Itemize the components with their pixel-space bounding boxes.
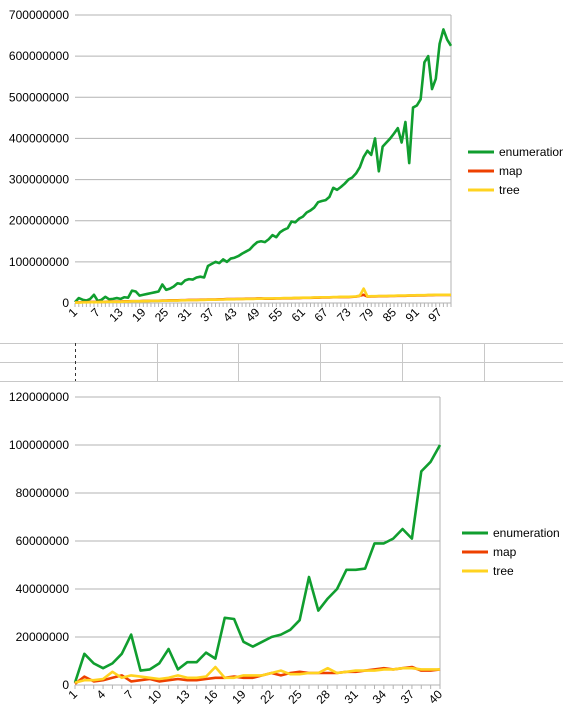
y-tick-label: 120000000 <box>9 390 69 404</box>
y-tick-label: 80000000 <box>16 486 70 500</box>
y-tick-label: 40000000 <box>16 582 70 596</box>
x-tick-label: 91 <box>403 305 423 325</box>
x-tick-label: 37 <box>198 305 218 325</box>
x-tick-label: 73 <box>334 305 354 325</box>
sheet-grid <box>0 343 563 382</box>
legend-label: map <box>493 545 517 559</box>
chart: 0 20000000 40000000 60000000 80000000 1000000… <box>9 390 560 707</box>
x-tick-label: 28 <box>313 687 333 707</box>
series-line <box>75 287 451 304</box>
legend-label: tree <box>499 183 520 197</box>
series-line <box>74 665 440 684</box>
y-tick-label: 700000000 <box>9 8 69 22</box>
x-tick-label: 61 <box>289 305 309 325</box>
y-tick-label: 600000000 <box>9 49 69 63</box>
series-line <box>73 444 442 684</box>
x-tick-label: 79 <box>357 305 377 325</box>
x-tick-label: 85 <box>380 305 400 325</box>
x-tick-label: 43 <box>220 305 240 325</box>
x-tick-label: 4 <box>94 687 109 702</box>
x-tick-label: 37 <box>398 687 418 707</box>
y-tick-label: 400000000 <box>9 131 69 145</box>
x-tick-label: 40 <box>426 687 446 707</box>
y-tick-label: 500000000 <box>9 90 69 104</box>
x-tick-label: 25 <box>152 305 172 325</box>
y-tick-label: 200000000 <box>9 214 69 228</box>
x-tick-label: 1 <box>65 305 80 320</box>
x-tick-label: 7 <box>122 687 137 702</box>
y-tick-label: 100000000 <box>9 438 69 452</box>
legend-label: map <box>499 164 523 178</box>
legend-label: enumeration <box>493 526 560 540</box>
series-line <box>74 28 453 304</box>
x-tick-label: 31 <box>175 305 195 325</box>
y-tick-label: 60000000 <box>16 534 70 548</box>
x-tick-label: 25 <box>285 687 305 707</box>
x-tick-label: 1 <box>65 687 80 702</box>
x-tick-label: 67 <box>311 305 331 325</box>
x-tick-label: 16 <box>201 687 221 707</box>
x-tick-label: 10 <box>145 687 165 707</box>
chart: 0 100000000 200000000 300000000 400000000 500… <box>9 8 563 325</box>
y-tick-label: 300000000 <box>9 173 69 187</box>
x-tick-label: 19 <box>229 687 249 707</box>
legend-label: tree <box>493 564 514 578</box>
x-tick-label: 13 <box>173 687 193 707</box>
x-tick-label: 7 <box>88 305 103 320</box>
x-tick-label: 22 <box>257 687 277 707</box>
y-tick-label: 0 <box>62 678 69 692</box>
x-tick-label: 34 <box>370 687 390 707</box>
x-tick-label: 31 <box>342 687 362 707</box>
y-tick-label: 100000000 <box>9 255 69 269</box>
y-tick-label: 20000000 <box>16 630 70 644</box>
x-tick-label: 49 <box>243 305 263 325</box>
x-tick-label: 55 <box>266 305 286 325</box>
x-tick-label: 97 <box>425 305 445 325</box>
x-tick-label: 19 <box>129 305 149 325</box>
legend-label: enumeration <box>499 145 563 159</box>
y-tick-label: 0 <box>62 296 69 310</box>
x-tick-label: 13 <box>106 305 126 325</box>
